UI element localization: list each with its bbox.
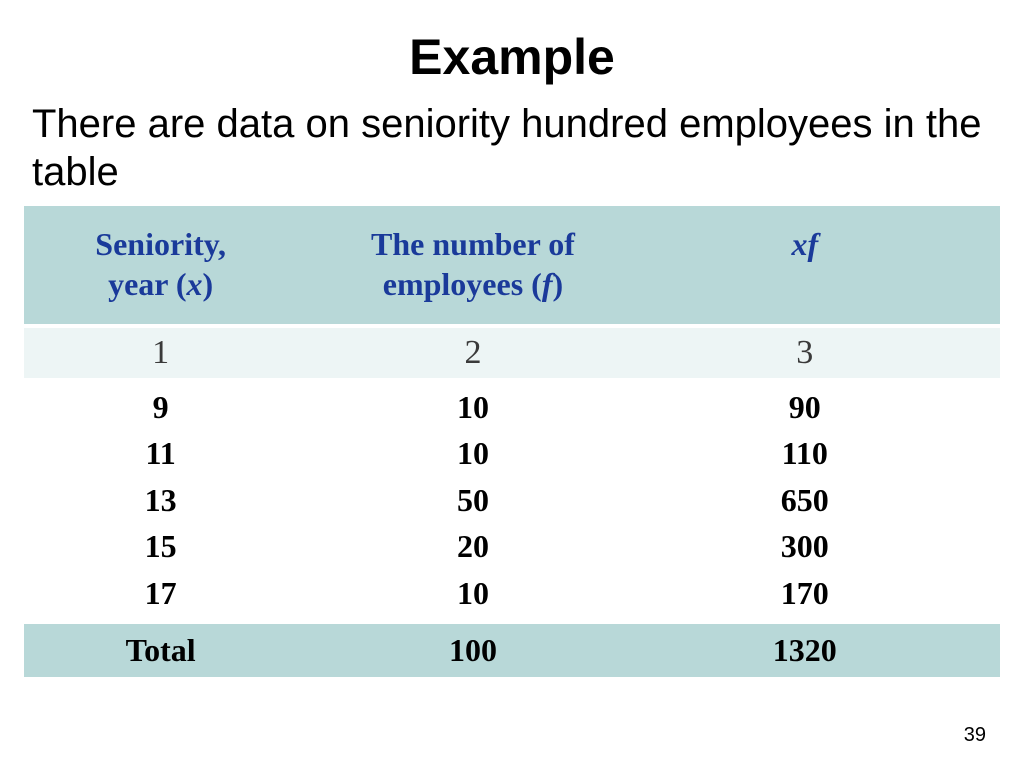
slide-title: Example: [24, 28, 1000, 86]
slide: Example There are data on seniority hund…: [0, 0, 1024, 767]
table-total-row: Total 100 1320: [24, 624, 1000, 677]
header-col-xf: xf: [649, 206, 961, 326]
total-label: Total: [24, 624, 297, 677]
total-f: 100: [297, 624, 648, 677]
header-col-empty: [961, 206, 1000, 326]
page-number: 39: [964, 724, 986, 747]
numrow-1: 1: [24, 326, 297, 378]
slide-subtitle: There are data on seniority hundred empl…: [24, 100, 1000, 196]
total-xf: 1320: [649, 624, 961, 677]
numrow-2: 2: [297, 326, 648, 378]
table-data-row: 9 11 13 15 17 10 10 50 20 10 90 110 650 …: [24, 378, 1000, 624]
numrow-empty: [961, 326, 1000, 378]
header-col-x: Seniority, year (х): [24, 206, 297, 326]
table-number-row: 1 2 3: [24, 326, 1000, 378]
data-col-f: 10 10 50 20 10: [297, 378, 648, 624]
data-col-x: 9 11 13 15 17: [24, 378, 297, 624]
total-empty: [961, 624, 1000, 677]
data-col-empty: [961, 378, 1000, 624]
data-col-xf: 90 110 650 300 170: [649, 378, 961, 624]
data-table: Seniority, year (х) The number of employ…: [24, 206, 1000, 677]
table-header-row: Seniority, year (х) The number of employ…: [24, 206, 1000, 326]
numrow-3: 3: [649, 326, 961, 378]
header-col-f: The number of employees (f): [297, 206, 648, 326]
